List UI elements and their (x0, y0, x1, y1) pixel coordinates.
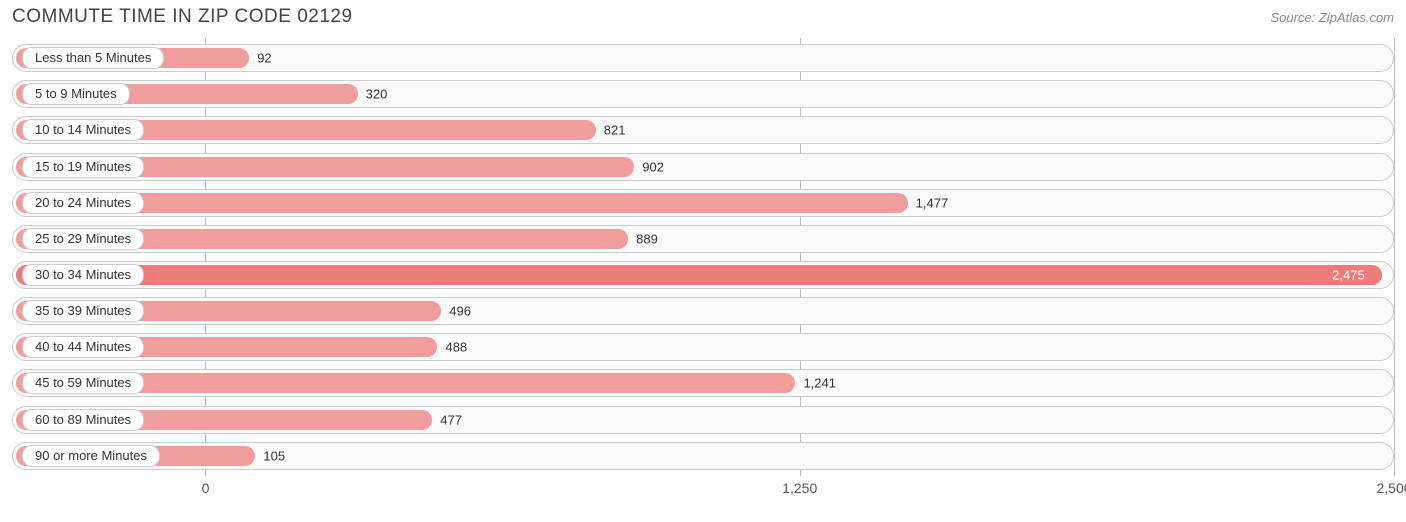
bar-value: 1,477 (916, 195, 949, 210)
bars-group: Less than 5 Minutes 92 5 to 9 Minutes 320 10… (12, 38, 1394, 476)
category-label: 35 to 39 Minutes (22, 300, 144, 322)
bar-row: 5 to 9 Minutes 320 (12, 80, 1394, 108)
category-label: 60 to 89 Minutes (22, 409, 144, 431)
category-label: 25 to 29 Minutes (22, 228, 144, 250)
category-label: 20 to 24 Minutes (22, 192, 144, 214)
chart-container: COMMUTE TIME IN ZIP CODE 02129 Source: Z… (0, 0, 1406, 522)
category-label: 10 to 14 Minutes (22, 119, 144, 141)
bar-value: 821 (604, 123, 626, 138)
chart-source: Source: ZipAtlas.com (1270, 10, 1394, 25)
bar-row: 30 to 34 Minutes 2,475 (12, 261, 1394, 289)
chart-title: COMMUTE TIME IN ZIP CODE 02129 (12, 6, 353, 28)
bar-row: 45 to 59 Minutes 1,241 (12, 369, 1394, 397)
category-label: 5 to 9 Minutes (22, 83, 130, 105)
bar-row: 10 to 14 Minutes 821 (12, 116, 1394, 144)
category-label: 30 to 34 Minutes (22, 264, 144, 286)
bar-row: 90 or more Minutes 105 (12, 442, 1394, 470)
bar-row: Less than 5 Minutes 92 (12, 44, 1394, 72)
bar-row: 15 to 19 Minutes 902 (12, 153, 1394, 181)
category-label: Less than 5 Minutes (22, 47, 164, 69)
bar-value: 320 (366, 87, 388, 102)
category-label: 90 or more Minutes (22, 445, 160, 467)
bar-value: 2,475 (1332, 268, 1365, 283)
bar-value: 889 (636, 231, 658, 246)
bar-row: 35 to 39 Minutes 496 (12, 297, 1394, 325)
category-label: 45 to 59 Minutes (22, 372, 144, 394)
bar-row: 40 to 44 Minutes 488 (12, 333, 1394, 361)
bar-value: 488 (445, 340, 467, 355)
bar-value: 902 (642, 159, 664, 174)
x-axis-tick: 2,500 (1376, 480, 1406, 496)
category-label: 40 to 44 Minutes (22, 336, 144, 358)
bar-value: 105 (263, 448, 285, 463)
bar-value: 477 (440, 412, 462, 427)
bar-fill (16, 193, 908, 213)
gridline (1394, 38, 1395, 476)
bar-value: 496 (449, 304, 471, 319)
x-axis-tick: 1,250 (782, 480, 817, 496)
bar-value: 92 (257, 51, 271, 66)
x-axis-tick: 0 (202, 480, 210, 496)
plot-area: Less than 5 Minutes 92 5 to 9 Minutes 320 10… (12, 38, 1394, 476)
bar-row: 20 to 24 Minutes 1,477 (12, 189, 1394, 217)
x-axis: 01,2502,500 (12, 476, 1394, 504)
category-label: 15 to 19 Minutes (22, 156, 144, 178)
bar-row: 60 to 89 Minutes 477 (12, 406, 1394, 434)
bar-row: 25 to 29 Minutes 889 (12, 225, 1394, 253)
bar-value: 1,241 (803, 376, 836, 391)
chart-header: COMMUTE TIME IN ZIP CODE 02129 Source: Z… (12, 0, 1394, 38)
bar-fill (16, 265, 1382, 285)
